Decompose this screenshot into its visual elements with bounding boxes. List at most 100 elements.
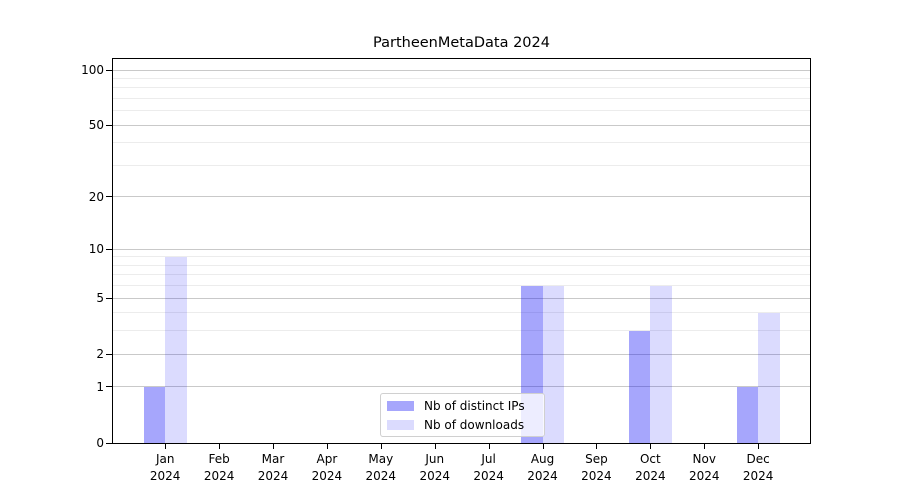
bar xyxy=(736,386,759,443)
y-axis-tick xyxy=(106,124,112,126)
grid-line-minor xyxy=(113,264,810,266)
grid-line-minor xyxy=(113,256,810,258)
grid-line-minor xyxy=(113,164,810,166)
x-tick-month: Aug xyxy=(530,452,555,466)
x-tick-label: Nov 2024 xyxy=(676,451,732,485)
chart-title: PartheenMetaData 2024 xyxy=(373,35,550,51)
x-tick-month: Jan xyxy=(155,452,175,466)
x-axis-tick xyxy=(650,444,652,449)
x-tick-year: 2024 xyxy=(581,469,612,483)
x-tick-label: Jun 2024 xyxy=(407,451,463,485)
x-axis-tick xyxy=(219,444,221,449)
grid-line-major xyxy=(113,386,810,388)
x-axis-tick xyxy=(165,444,167,449)
y-axis-tick xyxy=(106,248,112,250)
x-tick-label: Oct 2024 xyxy=(622,451,678,485)
grid-line-minor xyxy=(113,312,810,314)
x-tick-year: 2024 xyxy=(365,469,397,483)
y-tick-label: 1 xyxy=(96,379,104,394)
grid-line-minor xyxy=(113,110,810,112)
grid-line-major xyxy=(113,353,810,355)
bar xyxy=(165,256,187,443)
bar xyxy=(143,386,166,443)
x-tick-month: Apr xyxy=(316,452,338,466)
x-tick-label: Jul 2024 xyxy=(461,451,517,485)
plot-area xyxy=(112,58,811,444)
bar xyxy=(628,330,651,443)
x-tick-label: Feb 2024 xyxy=(191,451,247,485)
x-tick-label: Dec 2024 xyxy=(730,451,786,485)
x-tick-year: 2024 xyxy=(257,469,289,483)
grid-line-minor xyxy=(113,87,810,89)
grid-line-minor xyxy=(113,285,810,287)
bar xyxy=(758,312,780,443)
grid-line-minor xyxy=(113,142,810,144)
y-tick-label: 10 xyxy=(88,242,104,257)
x-tick-year: 2024 xyxy=(203,469,235,483)
legend-item: Nb of downloads xyxy=(387,417,544,433)
legend-swatch xyxy=(387,400,414,411)
y-axis-tick xyxy=(106,196,112,198)
legend-item: Nb of distinct IPs xyxy=(387,398,544,414)
x-axis-tick xyxy=(273,444,274,449)
x-tick-month: May xyxy=(368,452,394,466)
grid-line-minor xyxy=(113,97,810,99)
x-tick-year: 2024 xyxy=(688,469,720,483)
y-tick-label: 0 xyxy=(96,436,104,450)
y-axis-tick xyxy=(106,386,112,388)
y-axis-tick xyxy=(106,297,112,299)
x-tick-year: 2024 xyxy=(473,469,504,483)
y-tick-label: 100 xyxy=(81,63,104,77)
x-tick-year: 2024 xyxy=(635,469,666,483)
legend-swatch xyxy=(387,419,414,430)
x-axis-tick xyxy=(542,444,544,449)
x-tick-month: Dec xyxy=(746,452,770,466)
bar xyxy=(542,285,565,443)
y-tick-label: 2 xyxy=(96,347,104,362)
x-tick-label: May 2024 xyxy=(353,451,409,485)
x-tick-label: Apr 2024 xyxy=(299,451,355,485)
x-axis-tick xyxy=(434,444,436,449)
x-tick-month: Jun xyxy=(425,452,445,466)
x-tick-month: Sep xyxy=(585,452,608,466)
bar xyxy=(650,285,672,443)
legend: Nb of distinct IPs Nb of downloads xyxy=(380,393,545,437)
x-axis-tick xyxy=(758,444,760,449)
x-axis-tick xyxy=(380,444,382,449)
grid-line-minor xyxy=(113,330,810,332)
y-tick-label: 50 xyxy=(88,118,104,133)
grid-line-minor xyxy=(113,77,810,79)
grid-line-major xyxy=(113,248,810,250)
grid-line-major xyxy=(113,196,810,198)
y-axis-tick xyxy=(106,353,112,355)
x-tick-year: 2024 xyxy=(419,469,450,483)
y-tick-label: 20 xyxy=(88,189,104,204)
x-tick-month: Mar xyxy=(261,452,285,466)
x-tick-year: 2024 xyxy=(149,469,181,483)
grid-line-major xyxy=(113,124,810,126)
x-axis-tick xyxy=(704,444,706,449)
grid-line-major xyxy=(113,297,810,299)
x-tick-year: 2024 xyxy=(742,469,774,483)
x-tick-year: 2024 xyxy=(527,469,558,483)
x-tick-month: Nov xyxy=(692,452,716,466)
y-axis-tick xyxy=(106,69,112,71)
x-tick-year: 2024 xyxy=(311,469,343,483)
x-tick-label: Aug 2024 xyxy=(515,451,571,485)
x-axis-tick xyxy=(596,444,598,449)
x-tick-month: Jul xyxy=(481,452,496,466)
legend-label: Nb of downloads xyxy=(424,417,525,432)
x-tick-label: Mar 2024 xyxy=(245,451,301,485)
grid-line-minor xyxy=(113,274,810,276)
x-tick-month: Feb xyxy=(208,452,230,466)
grid-line-major xyxy=(113,69,810,71)
x-axis-tick xyxy=(326,444,328,449)
x-tick-month: Oct xyxy=(639,452,661,466)
x-tick-label: Jan 2024 xyxy=(137,451,193,485)
x-axis-tick xyxy=(488,444,490,449)
x-tick-label: Sep 2024 xyxy=(568,451,624,485)
y-axis-tick xyxy=(106,442,112,444)
legend-label: Nb of distinct IPs xyxy=(424,398,525,413)
y-tick-label: 5 xyxy=(96,291,104,306)
